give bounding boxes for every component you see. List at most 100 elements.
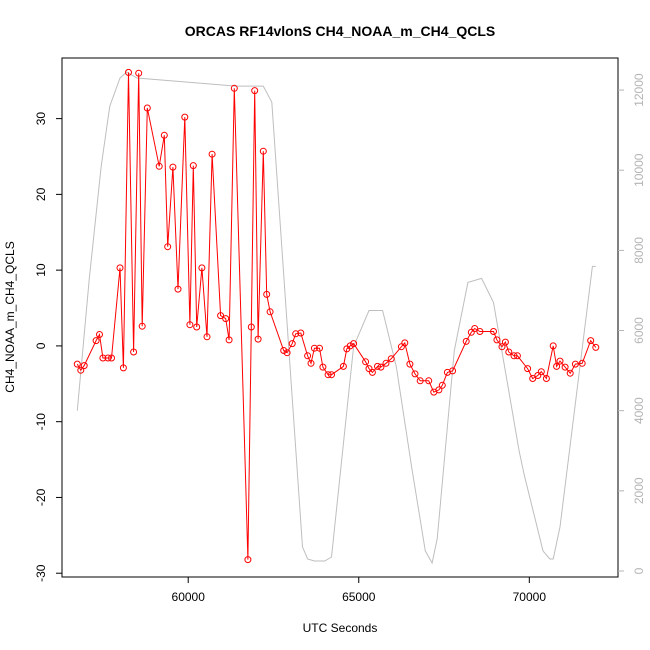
series-0-point — [310, 344, 318, 352]
y-axis-right: 0 2000 4000 6000 8000 10000 12000 — [618, 73, 646, 574]
series-0-point — [328, 371, 335, 379]
series-0-point — [263, 290, 271, 298]
series-0-point — [493, 336, 501, 344]
series-0-point — [449, 367, 457, 375]
series-0-point — [181, 113, 189, 121]
series-0-point — [186, 321, 194, 329]
series-0-point — [80, 362, 88, 370]
series-0-point — [406, 360, 414, 368]
series-0-point — [501, 338, 509, 346]
series-0-point — [587, 337, 595, 345]
series-0-point — [125, 68, 132, 76]
series-0-point — [247, 323, 255, 331]
series-0-point — [350, 340, 358, 348]
series-0-point — [304, 352, 312, 360]
series-0-point — [259, 147, 267, 155]
series-0-point — [155, 162, 163, 170]
series-0-point — [556, 357, 564, 365]
series-0-point — [382, 359, 390, 367]
series-0-point — [529, 375, 537, 382]
y2-tick-label: 8000 — [632, 237, 646, 264]
series-0-point — [368, 368, 376, 376]
series-0-point — [571, 360, 579, 368]
series-0-point — [425, 377, 433, 385]
series-0-point — [77, 366, 85, 374]
plot-frame — [61, 57, 619, 578]
series-0-point — [225, 336, 233, 344]
series-0-point — [254, 335, 262, 343]
series-0-point — [578, 359, 586, 367]
series-0-point — [73, 360, 81, 368]
series-1-line — [76, 71, 596, 565]
series-0-point — [411, 370, 419, 378]
y2-tick-label: 6000 — [632, 317, 646, 344]
x-axis-label: UTC Seconds — [303, 621, 378, 635]
series-0-point — [362, 358, 370, 366]
series-0-point — [542, 375, 550, 382]
series-0-point — [476, 328, 484, 335]
series-0-point — [438, 381, 446, 389]
x-tick-label: 70000 — [513, 590, 547, 604]
series-0-point — [490, 328, 497, 335]
series-0-point — [230, 84, 238, 92]
y-tick-label: -20 — [34, 488, 48, 506]
y-tick-label: 0 — [34, 342, 48, 349]
series-0-point — [96, 331, 103, 338]
series-0-point — [108, 354, 115, 362]
series-0-point — [217, 312, 225, 320]
series-0-point — [292, 330, 300, 338]
series-0-point — [339, 362, 347, 370]
series-0-point — [505, 348, 513, 356]
series-0-point — [288, 340, 296, 348]
series-0-point — [498, 343, 506, 351]
series-0-point — [203, 333, 211, 341]
series-layer — [73, 68, 600, 565]
series-0-point — [592, 343, 600, 351]
series-0-point — [416, 377, 424, 385]
series-0-point — [297, 329, 305, 337]
series-0-point — [189, 162, 197, 170]
series-0-point — [471, 325, 479, 332]
series-0-point — [374, 362, 381, 370]
series-0-point — [119, 364, 127, 372]
series-0-point — [193, 323, 201, 331]
series-0-point — [116, 264, 124, 272]
series-0-point — [316, 344, 323, 352]
y-tick-label: 30 — [34, 112, 48, 126]
series-0-point — [435, 386, 443, 394]
series-0-point — [169, 163, 177, 171]
series-0-point — [307, 359, 315, 367]
series-0-point — [283, 349, 291, 357]
series-0-point — [143, 104, 151, 112]
series-0-point — [266, 308, 274, 316]
series-0-point — [99, 354, 107, 362]
series-0-point — [92, 337, 100, 345]
x-axis: 60000 65000 70000 — [172, 577, 547, 604]
y2-tick-label: 10000 — [632, 153, 646, 187]
series-0-line — [76, 72, 597, 560]
y-axis-label: CH4_NOAA_m_CH4_QCLS — [3, 241, 17, 392]
series-0-point — [549, 342, 557, 350]
series-0-point — [513, 352, 521, 360]
series-0-point — [222, 315, 230, 323]
series-0-point — [198, 264, 206, 272]
series-0-point — [160, 131, 168, 139]
series-0-point — [377, 363, 385, 371]
series-0-point — [104, 354, 112, 362]
series-0-point — [251, 87, 259, 95]
series-0-point — [164, 243, 172, 251]
series-0-point — [174, 285, 182, 293]
series-0-point — [138, 322, 146, 330]
chart-title: ORCAS RF14vlonS CH4_NOAA_m_CH4_QCLS — [185, 23, 495, 39]
series-0-point — [553, 362, 561, 370]
series-0-point — [561, 363, 569, 371]
series-0-point — [135, 69, 143, 77]
series-0-point — [462, 337, 470, 345]
y-tick-label: 20 — [34, 187, 48, 201]
series-0-point — [130, 348, 138, 356]
y-tick-label: -30 — [34, 564, 48, 582]
series-0-point — [387, 355, 395, 363]
series-0-point — [534, 372, 542, 379]
y2-tick-label: 12000 — [632, 73, 646, 107]
